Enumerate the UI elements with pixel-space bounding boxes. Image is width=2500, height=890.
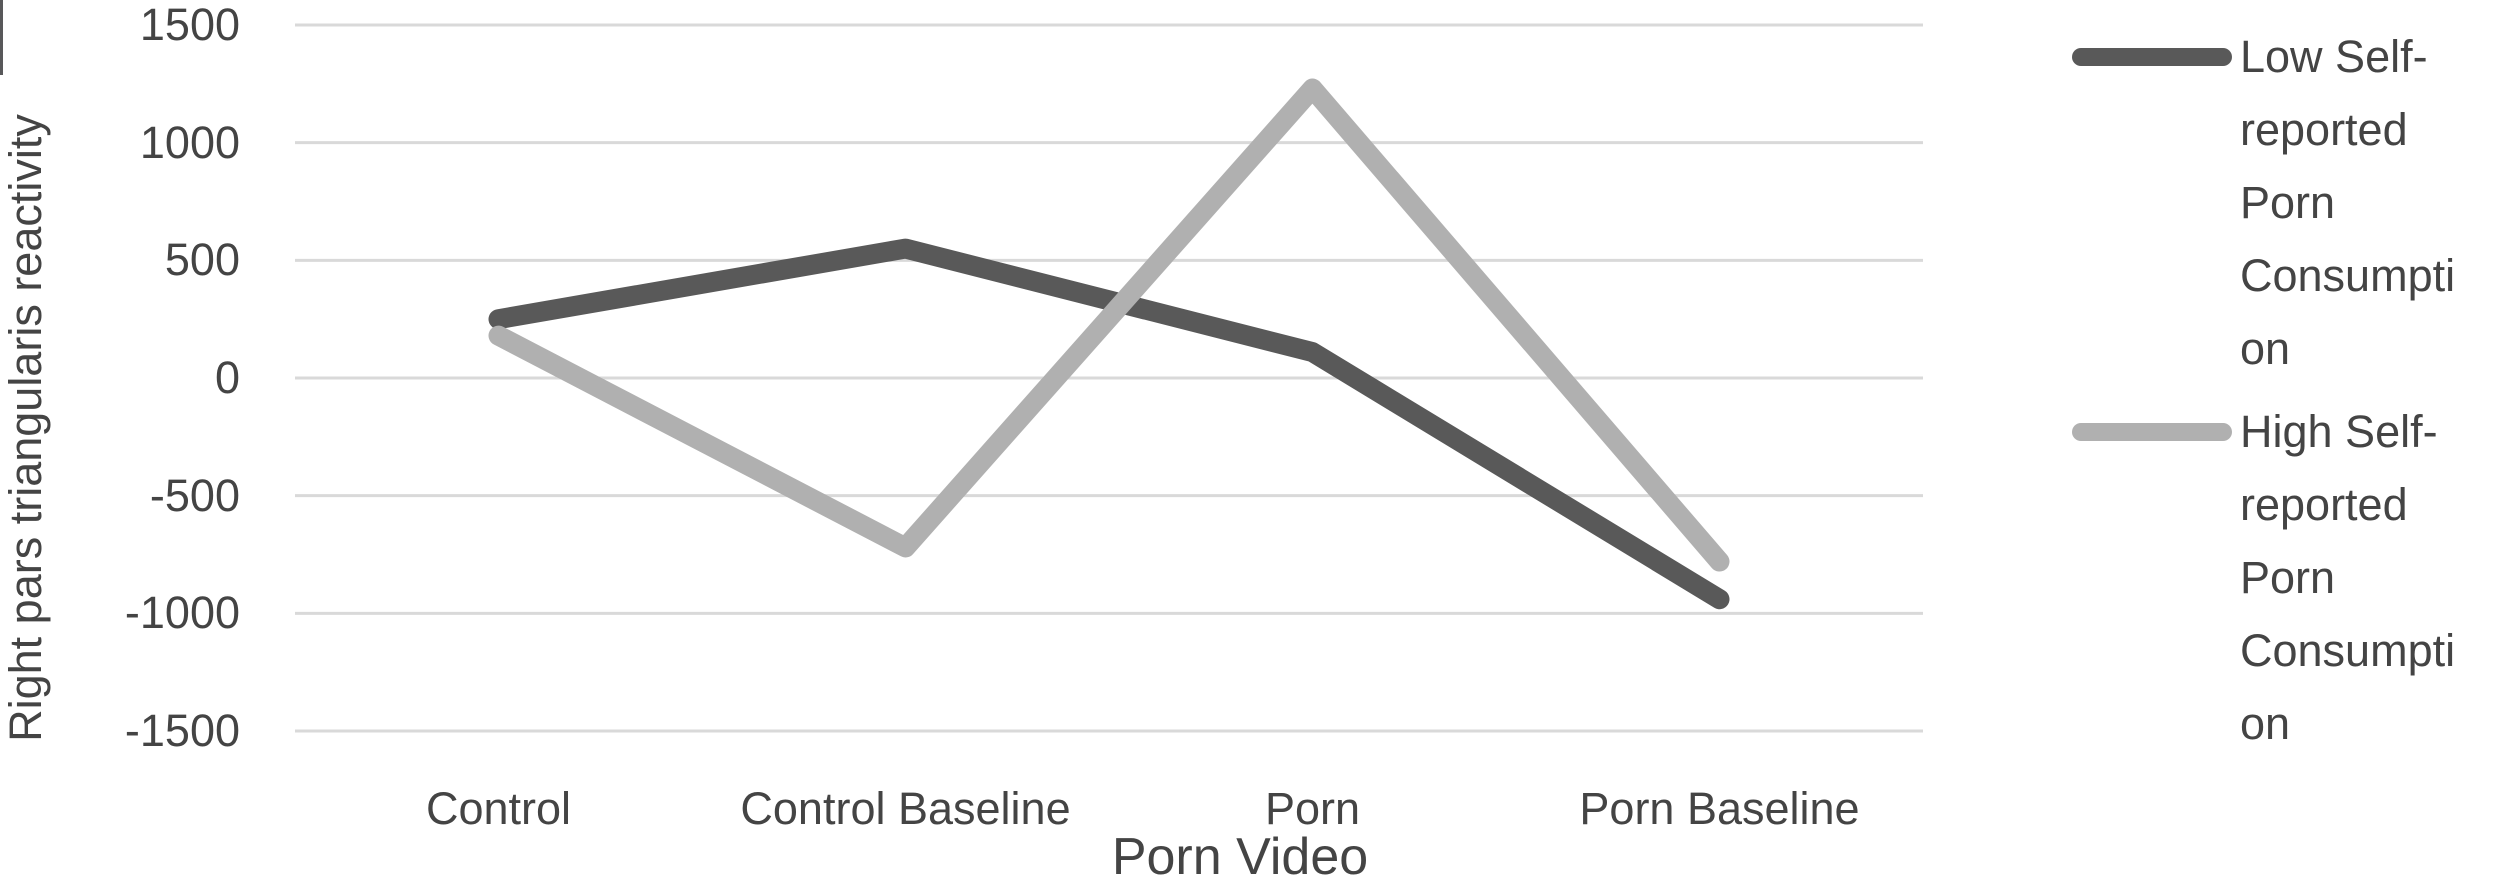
legend-label-line: reported <box>2240 104 2408 155</box>
legend-label-line: Low Self- <box>2240 31 2428 82</box>
legend-label-line: Porn <box>2240 177 2336 228</box>
legend-label-line: Porn <box>2240 552 2336 603</box>
left-edge-artifact <box>0 0 3 75</box>
chart-legend: Low Self-reported Porn Consumpti on High Sel… <box>2072 20 2500 760</box>
series-line-low-consumption <box>488 238 1730 610</box>
legend-line-swatch <box>2072 423 2232 441</box>
legend-label-line: on <box>2240 323 2291 374</box>
x-category-label: Control <box>425 783 572 834</box>
x-category-label: Porn <box>1264 783 1361 834</box>
series-line-high-consumption <box>488 78 1730 572</box>
legend-label-line: High Self- <box>2240 406 2438 457</box>
y-tick-label: -1000 <box>124 587 240 639</box>
y-tick-label: 500 <box>164 234 240 286</box>
legend-item-high-consumption: High Self-reported Porn Consumpti on <box>2072 395 2500 760</box>
y-tick-label: 0 <box>214 352 240 403</box>
legend-line-swatch <box>2072 48 2232 66</box>
y-tick-label: -500 <box>149 469 240 521</box>
x-axis-title: Porn Video <box>1111 828 1369 886</box>
x-category-label: Porn Baseline <box>1579 783 1860 834</box>
legend-label: Low Self-reported Porn Consumpti on <box>2240 20 2500 385</box>
legend-item-low-consumption: Low Self-reported Porn Consumpti on <box>2072 20 2500 385</box>
y-tick-label: 1500 <box>139 0 240 50</box>
legend-label-line: on <box>2240 698 2291 749</box>
legend-label-line: reported <box>2240 479 2408 530</box>
legend-label-line: Consumpti <box>2240 250 2456 301</box>
x-category-label: Control Baseline <box>740 783 1071 834</box>
series-lines-group <box>488 78 1730 610</box>
legend-label: High Self-reported Porn Consumpti on <box>2240 395 2500 760</box>
y-tick-label: 1000 <box>139 116 240 168</box>
y-tick-label: -1500 <box>124 705 240 756</box>
legend-label-line: Consumpti <box>2240 625 2456 676</box>
gridlines-group <box>295 23 1923 733</box>
